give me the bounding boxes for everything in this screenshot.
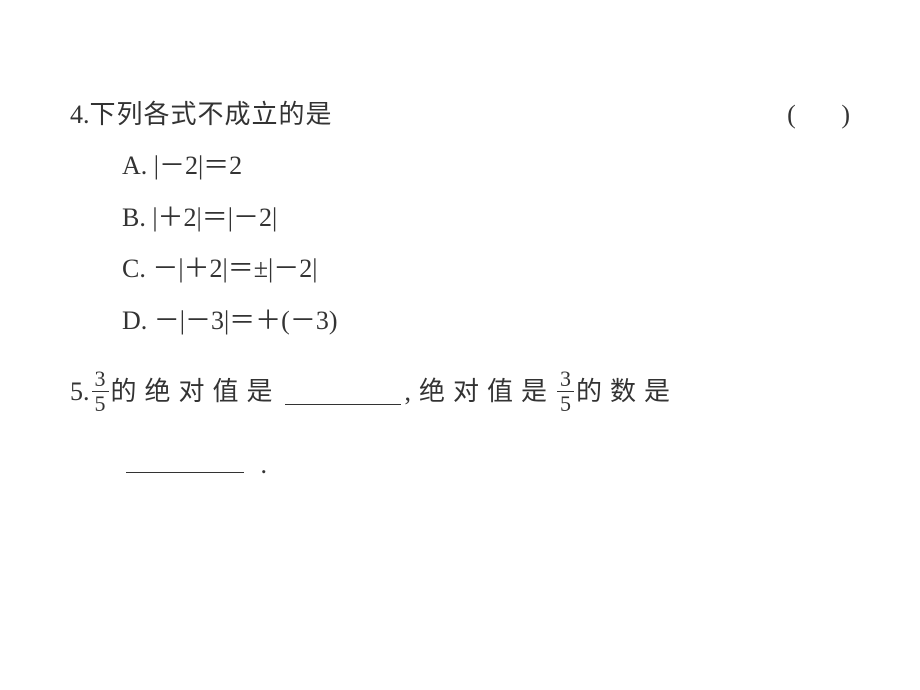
q4-option-a: A. |－2|＝2	[122, 141, 850, 190]
q5-text1: 的绝对值是	[111, 367, 281, 416]
q4-option-b: B. |＋2|＝|－2|	[122, 193, 850, 242]
question-5: 5. 3 5 的绝对值是 ,绝对值是 3 5 的数是 .	[70, 367, 850, 490]
q4-option-d: D. －|－3|＝＋(－3)	[122, 296, 850, 345]
q5-text2: ,绝对值是	[405, 367, 556, 416]
q4-paren: ( )	[787, 90, 850, 139]
q5-period: .	[261, 450, 268, 479]
q4-option-c: C. －|＋2|＝±|－2|	[122, 244, 850, 293]
q5-frac1-den: 5	[92, 391, 109, 415]
q4-header: 4. 下列各式不成立的是 ( )	[70, 90, 850, 139]
q5-line1: 5. 3 5 的绝对值是 ,绝对值是 3 5 的数是	[70, 367, 850, 416]
q5-number: 5.	[70, 367, 90, 416]
q4-number: 4.	[70, 90, 90, 139]
q5-frac2-num: 3	[557, 368, 574, 391]
q5-fraction-1: 3 5	[92, 368, 109, 415]
q4-stem: 下列各式不成立的是	[90, 90, 333, 139]
q5-frac2-den: 5	[557, 391, 574, 415]
q5-line2: .	[70, 440, 850, 489]
q5-frac1-num: 3	[92, 368, 109, 391]
q5-blank-1	[285, 379, 401, 405]
q5-blank-2	[126, 447, 244, 473]
q4-options: A. |－2|＝2 B. |＋2|＝|－2| C. －|＋2|＝±|－2| D.…	[70, 141, 850, 345]
q5-text3: 的数是	[576, 367, 678, 416]
question-4: 4. 下列各式不成立的是 ( ) A. |－2|＝2 B. |＋2|＝|－2| …	[70, 90, 850, 345]
q5-fraction-2: 3 5	[557, 368, 574, 415]
